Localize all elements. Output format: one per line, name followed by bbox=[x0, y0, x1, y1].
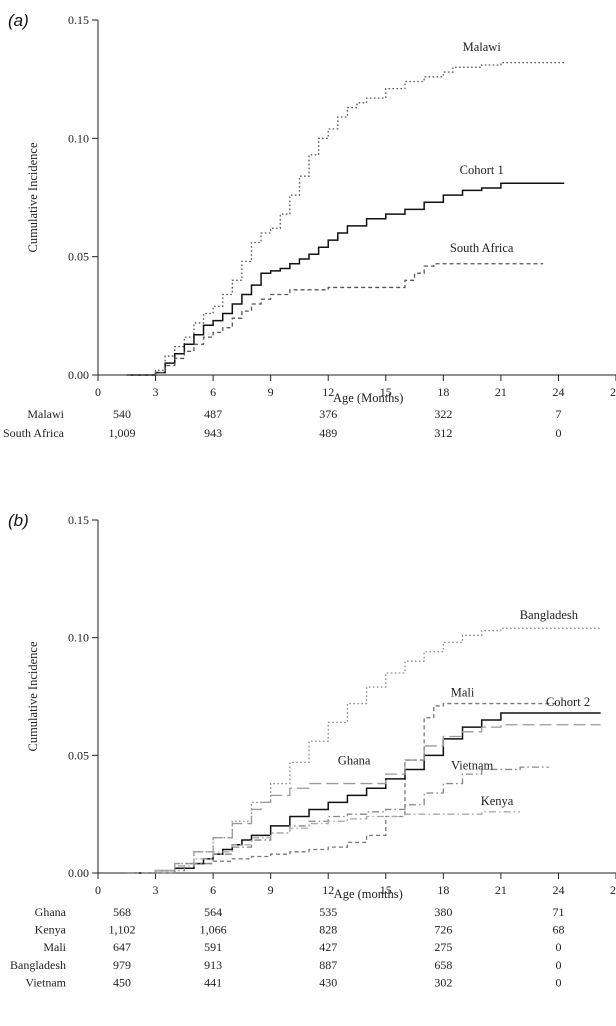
x-tick-label: 9 bbox=[268, 385, 274, 399]
x-tick-label: 27 bbox=[610, 883, 616, 897]
series-label: Malawi bbox=[463, 40, 502, 54]
risk-value: 312 bbox=[434, 426, 452, 440]
risk-value: 322 bbox=[434, 407, 452, 421]
x-tick-label: 18 bbox=[437, 883, 449, 897]
y-tick-label: 0.00 bbox=[68, 866, 89, 880]
series-line bbox=[126, 811, 521, 874]
x-tick-label: 9 bbox=[268, 883, 274, 897]
x-tick-label: 3 bbox=[153, 385, 159, 399]
series-label: Cohort 2 bbox=[546, 695, 590, 709]
y-tick-label: 0.15 bbox=[68, 513, 89, 527]
x-axis-label: Age (months) bbox=[334, 887, 403, 901]
x-tick-label: 6 bbox=[210, 385, 216, 399]
y-tick-label: 0.05 bbox=[68, 748, 89, 762]
series-line bbox=[126, 627, 601, 874]
x-tick-label: 3 bbox=[153, 883, 159, 897]
risk-value: 568 bbox=[113, 905, 131, 919]
x-tick-label: 6 bbox=[210, 883, 216, 897]
y-tick-label: 0.05 bbox=[68, 250, 89, 264]
risk-value: 726 bbox=[434, 923, 452, 937]
risk-value: 489 bbox=[319, 426, 337, 440]
risk-value: 1,102 bbox=[109, 923, 136, 937]
risk-row-label: Ghana bbox=[35, 905, 67, 919]
x-tick-label: 24 bbox=[552, 883, 564, 897]
series-label: Mali bbox=[451, 686, 475, 700]
risk-value: 943 bbox=[204, 426, 222, 440]
series-label: Vietnam bbox=[451, 758, 494, 772]
risk-value: 887 bbox=[319, 958, 337, 972]
y-axis-label: Cumulative Incidence bbox=[26, 142, 40, 252]
x-tick-label: 12 bbox=[322, 883, 334, 897]
series-label: Bangladesh bbox=[520, 608, 579, 622]
risk-row-label: Bangladesh bbox=[10, 958, 66, 972]
series-line bbox=[126, 263, 544, 376]
risk-row-label: Vietnam bbox=[25, 975, 66, 989]
risk-value: 1,009 bbox=[109, 426, 136, 440]
risk-value: 427 bbox=[319, 940, 337, 954]
risk-value: 380 bbox=[434, 905, 452, 919]
risk-value: 0 bbox=[555, 975, 561, 989]
risk-value: 913 bbox=[204, 958, 222, 972]
x-tick-label: 21 bbox=[495, 883, 507, 897]
risk-value: 0 bbox=[555, 426, 561, 440]
risk-value: 979 bbox=[113, 958, 131, 972]
risk-value: 376 bbox=[319, 407, 337, 421]
panel-tag: (a) bbox=[8, 11, 29, 30]
panel-a: (a) 0.00 0.05 0.10 0.15 0 3 6 9 12 15 18 21 24 27 Cumul… bbox=[3, 11, 616, 440]
x-tick-label: 0 bbox=[95, 883, 101, 897]
risk-row-label: Kenya bbox=[35, 923, 67, 937]
risk-value: 0 bbox=[555, 940, 561, 954]
risk-value: 1,066 bbox=[200, 923, 227, 937]
x-tick-label: 24 bbox=[552, 385, 564, 399]
risk-value: 302 bbox=[434, 975, 452, 989]
risk-row-label: South Africa bbox=[3, 426, 65, 440]
series-label: South Africa bbox=[450, 241, 514, 255]
series-label: Cohort 1 bbox=[460, 163, 504, 177]
x-tick-label: 27 bbox=[610, 385, 616, 399]
risk-value: 591 bbox=[204, 940, 222, 954]
x-tick-label: 15 bbox=[380, 385, 392, 399]
risk-value: 450 bbox=[113, 975, 131, 989]
series-line bbox=[126, 712, 601, 874]
risk-value: 658 bbox=[434, 958, 452, 972]
x-tick-label: 15 bbox=[380, 883, 392, 897]
risk-value: 68 bbox=[552, 923, 564, 937]
x-tick-label: 21 bbox=[495, 385, 507, 399]
y-tick-label: 0.10 bbox=[68, 131, 89, 145]
y-tick-label: 0.15 bbox=[68, 13, 89, 27]
panel-tag: (b) bbox=[8, 511, 29, 530]
series-line bbox=[126, 724, 601, 874]
y-tick-label: 0.00 bbox=[68, 368, 89, 382]
risk-value: 647 bbox=[113, 940, 131, 954]
risk-value: 535 bbox=[319, 905, 337, 919]
risk-value: 564 bbox=[204, 905, 222, 919]
x-tick-label: 12 bbox=[322, 385, 334, 399]
series-line bbox=[126, 61, 565, 376]
risk-value: 441 bbox=[204, 975, 222, 989]
risk-value: 487 bbox=[204, 407, 222, 421]
risk-value: 430 bbox=[319, 975, 337, 989]
risk-value: 71 bbox=[552, 905, 564, 919]
risk-value: 828 bbox=[319, 923, 337, 937]
risk-row-label: Mali bbox=[43, 940, 66, 954]
series-label: Ghana bbox=[338, 754, 371, 768]
series-line bbox=[126, 182, 565, 376]
risk-row-label: Malawi bbox=[27, 407, 64, 421]
y-axis-label: Cumulative Incidence bbox=[26, 641, 40, 751]
series-label: Kenya bbox=[481, 794, 514, 808]
risk-value: 0 bbox=[555, 958, 561, 972]
x-tick-label: 0 bbox=[95, 385, 101, 399]
risk-value: 7 bbox=[555, 407, 561, 421]
y-tick-label: 0.10 bbox=[68, 631, 89, 645]
panel-b: (b) 0.00 0.05 0.10 0.15 0 3 6 9 12 15 18 21 24 27 Cumul… bbox=[8, 511, 616, 989]
series-line bbox=[126, 702, 559, 874]
x-axis-label: Age (Months) bbox=[333, 391, 403, 405]
risk-value: 540 bbox=[113, 407, 131, 421]
risk-value: 275 bbox=[434, 940, 452, 954]
x-tick-label: 18 bbox=[437, 385, 449, 399]
